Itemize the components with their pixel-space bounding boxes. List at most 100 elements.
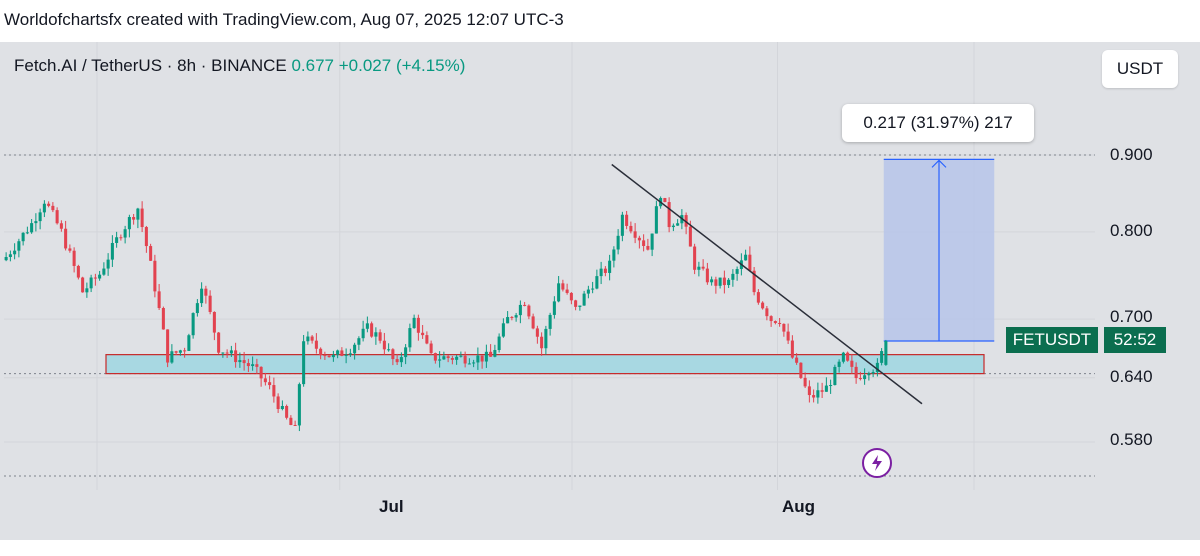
candle-body — [319, 348, 323, 356]
candle-body — [132, 217, 136, 220]
candle-body — [98, 274, 102, 279]
candle-body — [476, 355, 480, 363]
candle-body — [599, 268, 603, 277]
candle-body — [433, 353, 437, 361]
candle-body — [557, 283, 561, 302]
candle-body — [280, 405, 284, 410]
candle-body — [442, 356, 446, 360]
candle-body — [833, 366, 837, 386]
candle-body — [761, 302, 765, 309]
candle-body — [187, 335, 191, 351]
candle-body — [293, 424, 297, 426]
candle-body — [21, 232, 25, 242]
candle-body — [353, 344, 357, 354]
candle-body — [782, 323, 786, 332]
candle-body — [297, 384, 301, 426]
candle-body — [501, 323, 505, 337]
time-tick-label: Aug — [782, 497, 816, 516]
candle-body — [136, 208, 140, 220]
candle-body — [629, 225, 633, 232]
candle-body — [34, 221, 38, 224]
candle-body — [463, 355, 467, 364]
candle-body — [229, 350, 233, 354]
candle-body — [752, 270, 756, 293]
candle-body — [548, 314, 552, 329]
candle-body — [671, 225, 675, 228]
candle-body — [854, 366, 858, 379]
currency-button[interactable]: USDT — [1102, 50, 1178, 88]
candle-body — [484, 351, 488, 362]
candle-body — [399, 357, 403, 363]
candle-body — [867, 373, 871, 376]
candle-body — [884, 340, 888, 365]
price-tick-label: 0.580 — [1110, 430, 1153, 449]
candle-body — [561, 283, 565, 290]
candle-body — [106, 259, 110, 269]
candles — [4, 196, 888, 432]
candle-body — [93, 277, 97, 279]
candle-body — [684, 215, 688, 227]
candle-body — [416, 317, 420, 333]
candle-body — [786, 331, 790, 341]
candle-body — [582, 293, 586, 306]
candle-body — [701, 266, 705, 269]
candle-body — [217, 332, 221, 353]
last-price: 0.677 — [291, 56, 335, 75]
candle-body — [518, 304, 522, 316]
price-chart[interactable] — [0, 42, 1200, 540]
candle-body — [710, 279, 714, 283]
candle-body — [637, 237, 641, 241]
candle-body — [714, 279, 718, 286]
candle-body — [421, 332, 425, 336]
candle-body — [531, 316, 535, 329]
candle-body — [493, 350, 497, 357]
lightning-icon[interactable] — [862, 448, 892, 478]
candle-body — [510, 317, 514, 319]
candle-body — [64, 228, 68, 249]
candle-body — [667, 202, 671, 228]
candle-body — [191, 313, 195, 336]
candle-body — [744, 254, 748, 261]
candle-body — [183, 350, 187, 352]
candle-body — [506, 317, 510, 324]
candle-body — [625, 214, 629, 226]
candle-body — [523, 304, 527, 306]
candle-body — [115, 237, 119, 243]
candle-body — [552, 301, 556, 315]
candle-body — [387, 349, 391, 351]
candle-body — [489, 351, 493, 357]
candle-body — [812, 395, 816, 398]
candle-body — [204, 288, 208, 296]
candle-body — [472, 362, 476, 364]
candle-body — [157, 291, 161, 309]
candle-body — [514, 315, 518, 318]
candle-body — [408, 328, 412, 348]
candle-body — [438, 359, 442, 361]
candle-body — [374, 332, 378, 337]
candle-body — [395, 359, 399, 363]
candle-body — [527, 305, 531, 317]
candle-body — [620, 214, 624, 236]
candle-body — [140, 208, 144, 228]
candle-body — [467, 363, 471, 365]
candle-body — [238, 360, 242, 363]
candle-body — [285, 405, 289, 418]
candle-body — [127, 217, 131, 230]
candle-body — [102, 268, 106, 275]
candle-body — [765, 308, 769, 317]
candle-body — [221, 352, 225, 354]
candle-body — [412, 317, 416, 329]
chart-caption: Worldofchartsfx created with TradingView… — [4, 10, 564, 29]
candle-body — [314, 340, 318, 349]
candle-body — [799, 362, 803, 378]
candle-body — [846, 352, 850, 361]
candle-body — [212, 311, 216, 333]
candle-body — [824, 385, 828, 392]
ticker-tag: FETUSDT — [1006, 327, 1098, 353]
candle-body — [616, 235, 620, 250]
candle-body — [391, 349, 395, 360]
candle-body — [459, 355, 463, 357]
candle-body — [654, 206, 658, 234]
candle-body — [663, 198, 667, 203]
candle-body — [769, 316, 773, 322]
